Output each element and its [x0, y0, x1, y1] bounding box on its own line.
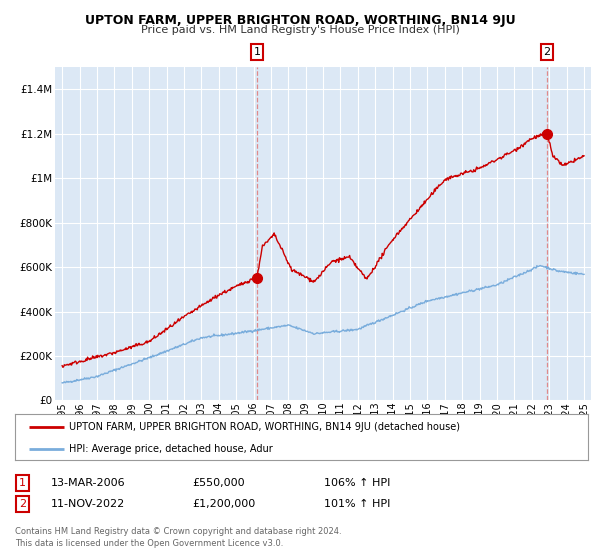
Text: UPTON FARM, UPPER BRIGHTON ROAD, WORTHING, BN14 9JU (detached house): UPTON FARM, UPPER BRIGHTON ROAD, WORTHIN… [70, 422, 460, 432]
Text: 11-NOV-2022: 11-NOV-2022 [51, 499, 125, 509]
Text: 2: 2 [19, 499, 26, 509]
Text: 2: 2 [544, 47, 551, 57]
Text: £550,000: £550,000 [192, 478, 245, 488]
Text: 106% ↑ HPI: 106% ↑ HPI [324, 478, 391, 488]
Text: Price paid vs. HM Land Registry's House Price Index (HPI): Price paid vs. HM Land Registry's House … [140, 25, 460, 35]
Text: 1: 1 [19, 478, 26, 488]
Text: Contains HM Land Registry data © Crown copyright and database right 2024.: Contains HM Land Registry data © Crown c… [15, 528, 341, 536]
Text: 1: 1 [253, 47, 260, 57]
Text: 101% ↑ HPI: 101% ↑ HPI [324, 499, 391, 509]
Text: £1,200,000: £1,200,000 [192, 499, 255, 509]
Text: This data is licensed under the Open Government Licence v3.0.: This data is licensed under the Open Gov… [15, 539, 283, 548]
Text: HPI: Average price, detached house, Adur: HPI: Average price, detached house, Adur [70, 444, 273, 454]
Text: UPTON FARM, UPPER BRIGHTON ROAD, WORTHING, BN14 9JU: UPTON FARM, UPPER BRIGHTON ROAD, WORTHIN… [85, 14, 515, 27]
Text: 13-MAR-2006: 13-MAR-2006 [51, 478, 125, 488]
